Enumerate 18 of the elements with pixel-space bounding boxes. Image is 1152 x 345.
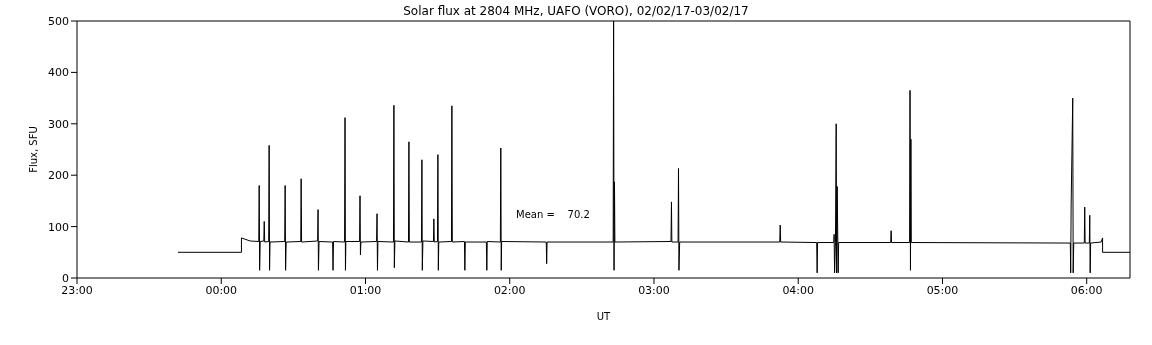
y-tick-label: 300 — [48, 117, 69, 131]
y-tick-label: 500 — [48, 14, 69, 28]
chart-title: Solar flux at 2804 MHz, UAFO (VORO), 02/02/17-03/02/17 — [403, 4, 749, 18]
x-tick-label: 06:00 — [1070, 283, 1103, 297]
y-tick-label: 0 — [62, 271, 69, 285]
annotation: Mean = 70.2 — [516, 209, 590, 220]
y-axis-title: Flux, SFU — [27, 126, 39, 173]
x-tick-label: 00:00 — [205, 283, 238, 297]
x-tick-label: 03:00 — [638, 283, 670, 297]
x-tick-label: 01:00 — [349, 283, 382, 297]
x-tick-label: 23:00 — [61, 283, 93, 297]
y-tick-label: 100 — [48, 220, 69, 234]
x-axis-title: UT — [596, 311, 612, 322]
x-tick-label: 04:00 — [782, 283, 815, 297]
x-tick-label: 02:00 — [493, 283, 526, 297]
y-tick-label: 200 — [48, 169, 69, 183]
x-tick-label: 05:00 — [926, 283, 959, 297]
y-tick-label: 400 — [48, 66, 69, 80]
